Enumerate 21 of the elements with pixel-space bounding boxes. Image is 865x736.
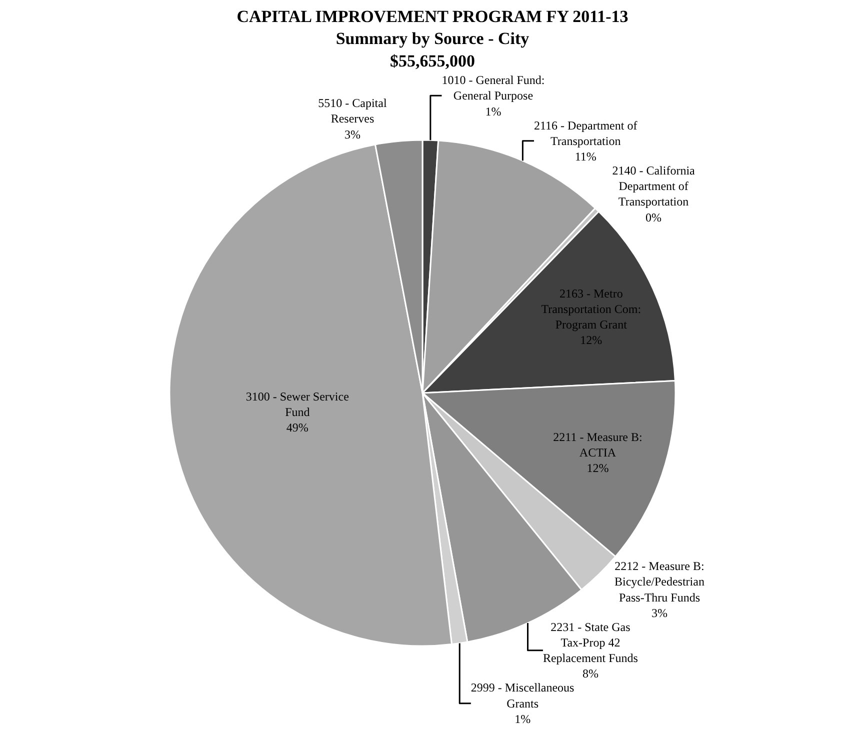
slice-label: 2999 - Miscellaneous Grants <box>470 680 575 710</box>
slice-label: 2140 - California Department of Transportation <box>612 163 696 209</box>
data-label: 12% <box>586 461 609 476</box>
slice-label: 2212 - Measure B: Bicycle/Pedestrian Pass-Thru Funds <box>614 559 704 604</box>
data-label: 1% <box>514 712 531 726</box>
data-label: 3% <box>651 606 668 620</box>
slice-label: 2116 - Department of Transportation <box>534 118 638 148</box>
data-label: 1% <box>485 104 502 118</box>
slice-label: 2163 - Metro Transportation Com: Program Grant <box>541 286 642 332</box>
slice-label: 2231 - State Gas Tax-Prop 42 Replacement Funds <box>542 620 638 666</box>
slice-label: 3100 - Sewer Service Fund <box>246 390 349 420</box>
slice-label: 2211 - Measure B: ACTIA <box>553 430 642 460</box>
slice-label: 1010 - General Fund: General Purpose <box>442 73 545 103</box>
slice-label: 5510 - Capital Reserves <box>318 96 388 126</box>
data-label: 8% <box>582 666 598 681</box>
data-label: 49% <box>286 420 308 435</box>
data-label: 11% <box>574 149 596 164</box>
data-label: 0% <box>646 210 662 224</box>
data-label: 3% <box>344 127 360 142</box>
data-label: 12% <box>580 333 602 348</box>
chart-title: CAPITAL IMPROVEMENT PROGRAM FY 2011-13 Summary by Source - City $55,655,000 <box>236 7 628 70</box>
